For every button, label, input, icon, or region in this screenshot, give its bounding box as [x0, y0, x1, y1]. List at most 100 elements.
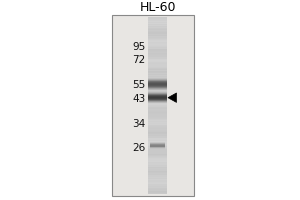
Bar [148, 84, 167, 85]
Bar [148, 90, 167, 91]
Bar [148, 157, 167, 158]
Bar [148, 155, 167, 156]
Bar [148, 149, 167, 150]
Bar [148, 83, 167, 84]
Bar [148, 142, 167, 143]
Bar [148, 77, 167, 78]
Bar [148, 53, 167, 54]
Bar [148, 62, 167, 63]
Bar [148, 19, 167, 20]
Bar [148, 150, 167, 151]
Bar [150, 147, 165, 148]
Bar [148, 191, 167, 192]
Bar [148, 145, 167, 146]
Bar [148, 164, 167, 165]
Bar [148, 42, 167, 43]
Bar [148, 79, 167, 80]
Bar [148, 87, 167, 88]
Bar [148, 25, 167, 26]
Bar [148, 107, 167, 108]
Bar [148, 106, 167, 107]
Bar [148, 94, 167, 95]
Bar [148, 133, 167, 134]
Bar [148, 111, 167, 112]
Bar [148, 124, 167, 125]
Text: HL-60: HL-60 [139, 1, 176, 14]
Bar [148, 44, 167, 45]
Bar [148, 134, 167, 135]
Bar [148, 54, 167, 55]
Bar [148, 138, 167, 139]
Bar [148, 78, 167, 79]
Bar [148, 96, 167, 97]
Bar [148, 83, 167, 84]
Bar [148, 170, 167, 171]
Text: 72: 72 [132, 55, 145, 65]
Bar [148, 80, 167, 81]
Bar [148, 35, 167, 36]
Bar [148, 52, 167, 53]
Bar [148, 183, 167, 184]
Bar [148, 89, 167, 90]
Bar [148, 41, 167, 42]
Bar [148, 176, 167, 177]
Bar [148, 98, 167, 99]
Bar [148, 65, 167, 66]
Bar [148, 104, 167, 105]
Bar [148, 152, 167, 153]
Bar [148, 139, 167, 140]
Text: 43: 43 [132, 94, 145, 104]
Bar [150, 143, 165, 144]
Bar [148, 121, 167, 122]
Bar [148, 40, 167, 41]
Bar [148, 36, 167, 37]
Bar [148, 98, 167, 99]
Bar [148, 76, 167, 77]
Bar [148, 82, 167, 83]
Bar [148, 100, 167, 101]
Bar [148, 69, 167, 70]
Bar [148, 113, 167, 114]
Bar [150, 141, 165, 142]
Bar [148, 186, 167, 187]
Bar [148, 20, 167, 21]
Bar [148, 99, 167, 100]
Bar [148, 85, 167, 86]
Bar [148, 188, 167, 189]
Bar [148, 77, 167, 78]
Bar [148, 162, 167, 163]
Bar [148, 39, 167, 40]
Bar [148, 33, 167, 34]
Bar [148, 60, 167, 61]
Bar [148, 171, 167, 172]
Bar [148, 153, 167, 154]
Bar [148, 169, 167, 170]
Bar [148, 46, 167, 47]
Bar [148, 173, 167, 174]
Bar [148, 117, 167, 118]
Bar [148, 50, 167, 51]
Bar [148, 136, 167, 137]
Bar [112, 15, 194, 196]
Bar [148, 78, 167, 79]
Bar [148, 192, 167, 193]
Bar [148, 180, 167, 181]
Text: 26: 26 [132, 143, 145, 153]
Bar [148, 132, 167, 133]
Bar [148, 74, 167, 75]
Bar [148, 84, 167, 85]
Bar [148, 122, 167, 123]
Bar [148, 22, 167, 23]
Bar [148, 86, 167, 87]
Bar [148, 116, 167, 117]
Bar [148, 71, 167, 72]
Bar [148, 130, 167, 131]
Bar [148, 66, 167, 67]
Bar [148, 144, 167, 145]
Bar [148, 102, 167, 103]
Bar [148, 114, 167, 115]
Bar [148, 85, 167, 86]
Bar [148, 115, 167, 116]
Text: 95: 95 [132, 42, 145, 52]
Bar [148, 105, 167, 106]
